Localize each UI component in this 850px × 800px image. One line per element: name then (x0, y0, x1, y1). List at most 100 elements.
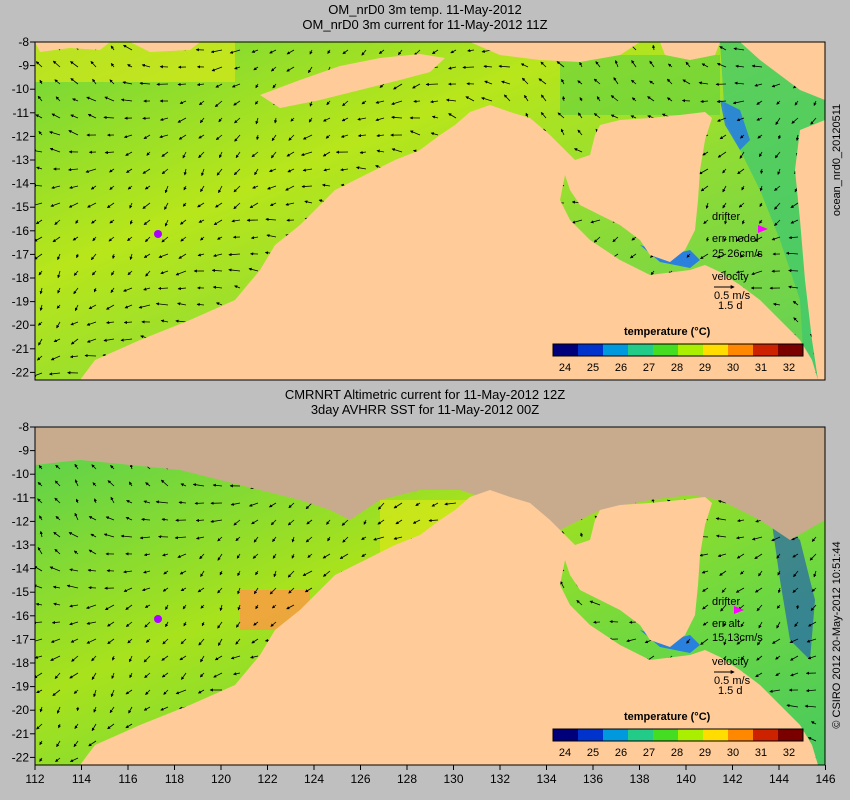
current-vector (794, 621, 799, 628)
current-vector (198, 151, 205, 159)
current-vector (340, 168, 349, 172)
current-vector (325, 134, 331, 139)
current-vector (71, 655, 79, 662)
current-vector (776, 100, 781, 105)
current-vector (723, 621, 727, 627)
current-vector (127, 236, 133, 242)
current-vector (610, 114, 619, 119)
current-vector (341, 117, 349, 122)
current-vector (142, 202, 151, 209)
current-vector (106, 320, 115, 325)
current-vector (791, 117, 799, 124)
current-vector (74, 723, 79, 729)
current-vector (123, 44, 133, 51)
current-vector (521, 77, 529, 85)
current-vector (361, 553, 367, 557)
current-vector (415, 502, 421, 506)
lon-tick-label: 116 (118, 772, 137, 786)
current-vector (143, 287, 151, 291)
panel2-err-values: 15 13cm/s (712, 632, 763, 644)
current-vector (129, 253, 133, 261)
current-vector (91, 655, 97, 662)
current-vector (373, 536, 385, 541)
current-vector (250, 655, 259, 659)
current-vector (790, 219, 799, 224)
colorbar-swatch (603, 344, 629, 356)
current-vector (229, 49, 241, 54)
current-vector (771, 236, 781, 241)
current-vector (52, 60, 61, 68)
lon-tick-label: 132 (490, 772, 510, 786)
current-vector (73, 270, 79, 276)
current-vector (305, 502, 313, 510)
current-vector (393, 502, 403, 509)
current-vector (520, 63, 529, 68)
lon-tick-label: 128 (397, 772, 417, 786)
current-vector (177, 286, 187, 291)
colorbar-swatch (753, 729, 779, 741)
current-vector (194, 501, 205, 505)
current-vector (341, 519, 349, 526)
panel2-cold-east (770, 510, 815, 660)
current-vector (483, 64, 493, 69)
current-vector (300, 151, 313, 156)
current-vector (233, 672, 241, 676)
current-vector (256, 134, 260, 141)
current-vector (233, 202, 241, 210)
current-vector (35, 183, 43, 188)
current-vector (53, 602, 61, 606)
current-vector (577, 129, 583, 136)
current-vector (287, 168, 295, 173)
current-vector (788, 269, 799, 273)
current-vector (35, 620, 43, 625)
current-vector (288, 587, 295, 594)
current-vector (198, 638, 205, 646)
current-vector (213, 219, 223, 226)
current-vector (164, 185, 169, 194)
current-vector (580, 532, 584, 538)
current-vector (717, 151, 727, 158)
current-vector (788, 235, 799, 240)
current-vector (111, 672, 115, 680)
current-vector (183, 621, 187, 627)
current-vector (342, 536, 349, 543)
current-vector (180, 483, 187, 487)
current-vector (197, 202, 205, 208)
panel1-australia-land (80, 105, 818, 380)
panel1-new-guinea-coast (740, 42, 825, 100)
current-vector (91, 219, 97, 224)
current-vector (219, 570, 223, 576)
current-vector (740, 621, 745, 628)
panel2-drifter-track (154, 615, 162, 623)
current-vector (719, 570, 727, 576)
panel1-err-label: err model (712, 233, 758, 245)
current-vector (593, 236, 601, 243)
current-vector (720, 604, 727, 612)
colorbar-swatch (703, 344, 729, 356)
current-vector (717, 553, 727, 558)
lat-tick-label: -13 (12, 538, 30, 552)
lon-tick-label: 144 (769, 772, 789, 786)
current-vector (339, 553, 349, 559)
current-vector (160, 706, 169, 711)
current-vector (86, 321, 97, 326)
panel1-velocity-label: velocity (712, 271, 749, 283)
current-vector (412, 519, 421, 524)
current-vector (771, 536, 781, 542)
current-vector (103, 533, 115, 538)
current-vector (771, 83, 781, 88)
current-vector (579, 61, 583, 68)
lon-tick-label: 120 (211, 772, 231, 786)
current-vector (145, 482, 151, 487)
current-vector (609, 620, 619, 624)
panel1-colorbar: 24 25 26 27 28 29 30 31 32 (552, 343, 804, 374)
current-vector (127, 64, 133, 68)
current-vector (38, 321, 43, 326)
current-vector (631, 97, 637, 102)
current-vector (255, 604, 259, 610)
current-vector (377, 519, 385, 525)
current-vector (200, 655, 205, 663)
current-vector (269, 168, 277, 173)
current-vector (735, 587, 745, 593)
current-vector (39, 515, 43, 521)
